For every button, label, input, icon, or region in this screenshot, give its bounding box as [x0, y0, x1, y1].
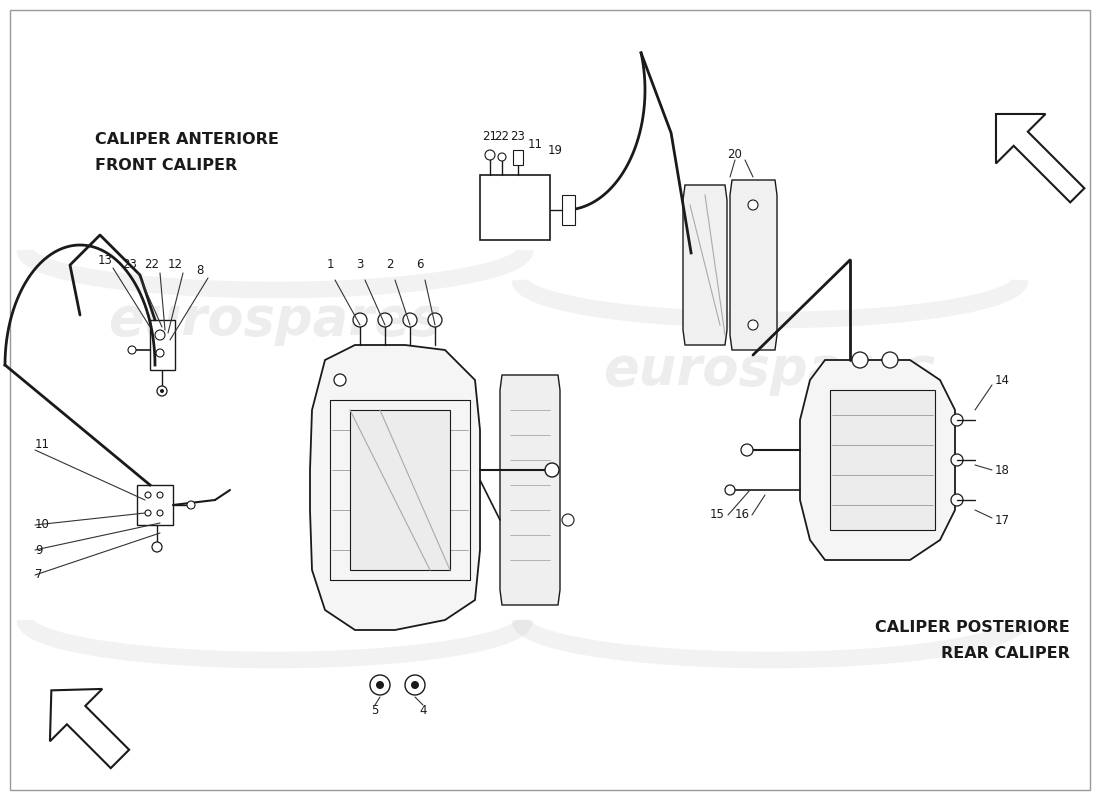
Text: 13: 13 — [98, 254, 112, 266]
Circle shape — [187, 501, 195, 509]
Text: CALIPER POSTERIORE: CALIPER POSTERIORE — [876, 621, 1070, 635]
Polygon shape — [830, 390, 935, 530]
Polygon shape — [500, 375, 560, 605]
Text: 14: 14 — [996, 374, 1010, 386]
Text: 6: 6 — [416, 258, 424, 271]
Circle shape — [952, 414, 962, 426]
Circle shape — [370, 675, 390, 695]
Circle shape — [411, 681, 419, 689]
Circle shape — [128, 346, 136, 354]
Text: 22: 22 — [495, 130, 509, 143]
Circle shape — [334, 374, 346, 386]
Circle shape — [428, 313, 442, 327]
Text: 18: 18 — [996, 463, 1010, 477]
Text: 10: 10 — [35, 518, 50, 531]
Text: FRONT CALIPER: FRONT CALIPER — [95, 158, 238, 173]
Text: 22: 22 — [144, 258, 159, 271]
Polygon shape — [480, 175, 550, 240]
Text: 19: 19 — [548, 143, 562, 157]
Circle shape — [145, 510, 151, 516]
Text: 16: 16 — [735, 509, 750, 522]
Text: 23: 23 — [510, 130, 526, 143]
Text: 5: 5 — [372, 703, 378, 717]
Circle shape — [376, 681, 384, 689]
Circle shape — [741, 444, 754, 456]
Text: 11: 11 — [528, 138, 542, 151]
Text: 11: 11 — [35, 438, 50, 451]
Text: 23: 23 — [122, 258, 138, 271]
Circle shape — [353, 313, 367, 327]
Circle shape — [160, 389, 164, 393]
Polygon shape — [730, 180, 777, 350]
Text: REAR CALIPER: REAR CALIPER — [942, 646, 1070, 661]
Circle shape — [748, 200, 758, 210]
Circle shape — [378, 313, 392, 327]
Circle shape — [544, 463, 559, 477]
Circle shape — [157, 386, 167, 396]
Circle shape — [485, 150, 495, 160]
Polygon shape — [150, 320, 175, 370]
Polygon shape — [683, 185, 727, 345]
Text: 9: 9 — [35, 543, 43, 557]
Text: 2: 2 — [386, 258, 394, 271]
Circle shape — [157, 492, 163, 498]
Circle shape — [498, 153, 506, 161]
Text: 21: 21 — [483, 130, 497, 143]
Text: CALIPER ANTERIORE: CALIPER ANTERIORE — [95, 133, 279, 147]
Polygon shape — [996, 114, 1085, 202]
Polygon shape — [513, 150, 522, 165]
Circle shape — [405, 675, 425, 695]
Circle shape — [403, 313, 417, 327]
Circle shape — [156, 349, 164, 357]
Polygon shape — [138, 485, 173, 525]
Text: 8: 8 — [196, 263, 204, 277]
Polygon shape — [350, 410, 450, 570]
Circle shape — [748, 320, 758, 330]
Text: 3: 3 — [356, 258, 364, 271]
Text: eurospares: eurospares — [108, 294, 442, 346]
Polygon shape — [800, 360, 955, 560]
Circle shape — [882, 352, 898, 368]
Text: 1: 1 — [327, 258, 333, 271]
Circle shape — [157, 510, 163, 516]
Circle shape — [145, 492, 151, 498]
Circle shape — [155, 330, 165, 340]
Circle shape — [952, 494, 962, 506]
Circle shape — [852, 352, 868, 368]
Text: 15: 15 — [711, 509, 725, 522]
Text: 17: 17 — [996, 514, 1010, 526]
Text: 4: 4 — [419, 703, 427, 717]
Text: eurospares: eurospares — [603, 344, 937, 396]
Circle shape — [562, 514, 574, 526]
Text: 7: 7 — [35, 569, 43, 582]
Circle shape — [152, 542, 162, 552]
Circle shape — [725, 485, 735, 495]
Text: 12: 12 — [167, 258, 183, 271]
Polygon shape — [310, 345, 480, 630]
Circle shape — [563, 206, 571, 214]
Text: 20: 20 — [727, 149, 742, 162]
Circle shape — [952, 454, 962, 466]
Polygon shape — [50, 689, 129, 768]
Polygon shape — [562, 195, 575, 225]
